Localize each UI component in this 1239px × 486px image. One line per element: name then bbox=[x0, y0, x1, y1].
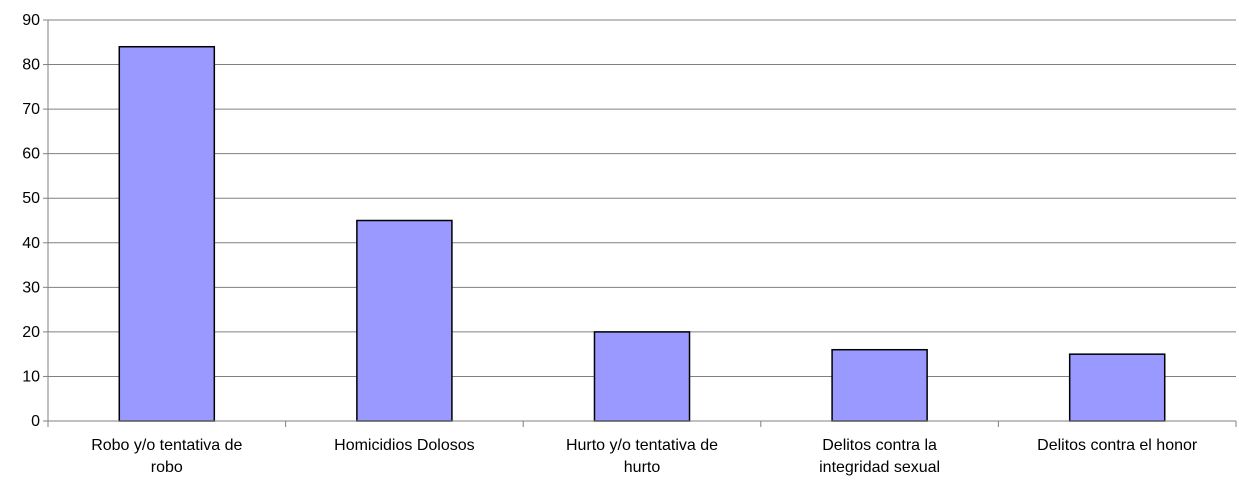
y-tick-label: 0 bbox=[31, 413, 40, 430]
y-tick-label: 60 bbox=[22, 146, 40, 163]
bar bbox=[593, 331, 691, 422]
x-category-label-line: Hurto y/o tentativa de bbox=[566, 437, 718, 454]
bar bbox=[1068, 353, 1166, 422]
x-category-label-line: Homicidios Dolosos bbox=[334, 437, 475, 454]
y-axis-ticks: 0 10 20 30 40 50 60 70 80 90 bbox=[22, 12, 48, 430]
y-tick-label: 70 bbox=[22, 101, 40, 118]
y-tick-label: 50 bbox=[22, 190, 40, 207]
x-category-label-line: Robo y/o tentativa de bbox=[91, 437, 242, 454]
bars bbox=[118, 45, 1166, 422]
y-tick-label: 30 bbox=[22, 279, 40, 296]
y-tick-label: 10 bbox=[22, 368, 40, 385]
x-category-label-line: robo bbox=[151, 459, 183, 476]
y-tick-label: 80 bbox=[22, 57, 40, 74]
bar bbox=[356, 219, 453, 422]
x-category-label-line: hurto bbox=[624, 459, 661, 476]
bar bbox=[831, 348, 928, 422]
x-category-label: Delitos contra el honor bbox=[1037, 437, 1198, 454]
x-category-label: Homicidios Dolosos bbox=[334, 437, 475, 454]
gridlines bbox=[48, 19, 1236, 377]
x-axis-labels: Robo y/o tentativa de robo Homicidios Dolo… bbox=[91, 437, 1198, 476]
x-category-label-line: integridad sexual bbox=[819, 459, 940, 476]
axes bbox=[47, 20, 1237, 427]
x-category-label-line: Delitos contra el honor bbox=[1037, 437, 1198, 454]
x-category-label: Delitos contra la integridad sexual bbox=[819, 437, 940, 476]
bar bbox=[118, 45, 216, 422]
x-category-label: Hurto y/o tentativa de hurto bbox=[566, 437, 718, 476]
y-tick-label: 40 bbox=[22, 235, 40, 252]
y-tick-label: 20 bbox=[22, 324, 40, 341]
y-tick-label: 90 bbox=[22, 12, 40, 29]
x-category-label-line: Delitos contra la bbox=[822, 437, 937, 454]
x-category-label: Robo y/o tentativa de robo bbox=[91, 437, 242, 476]
